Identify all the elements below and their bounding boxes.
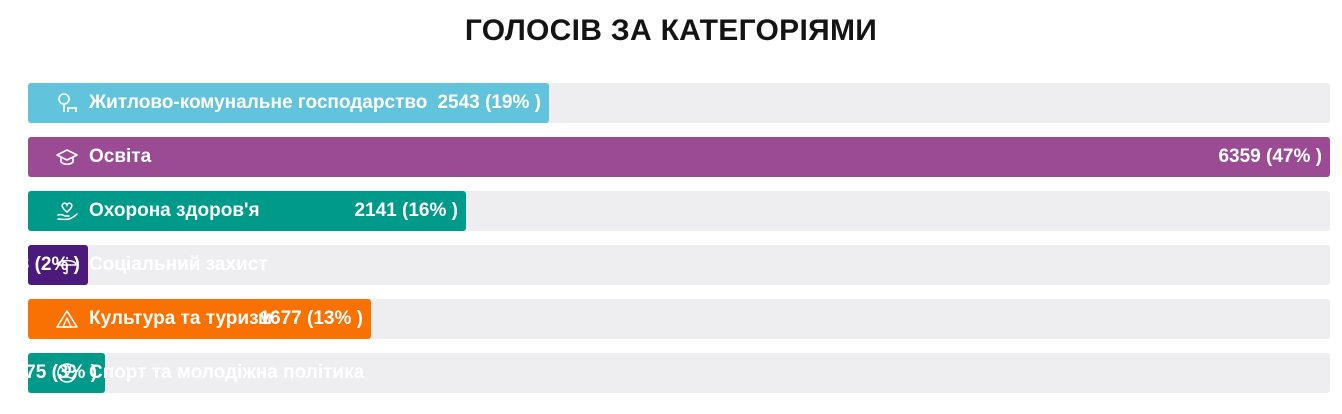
category-label: Охорона здоров'я: [89, 200, 260, 221]
value-label: 293 (2% ): [0, 254, 80, 275]
bar[interactable]: [28, 137, 1330, 177]
bar[interactable]: [28, 191, 466, 231]
value-label: 2543 (19% ): [437, 92, 541, 113]
category-label: Житлово-комунальне господарство: [89, 92, 428, 113]
chart-row: Охорона здоров'я 2141 (16% ): [28, 191, 1330, 231]
chart-row: Соціальний захист 293 (2% ): [0, 245, 1330, 285]
value-label: 1677 (13% ): [259, 308, 363, 329]
volleyball-icon: [56, 362, 78, 384]
value-label: 2141 (16% ): [354, 200, 458, 221]
bar[interactable]: [28, 353, 105, 393]
graduation-cap-icon: [56, 146, 78, 168]
bar[interactable]: [28, 299, 371, 339]
umbrella-icon: [56, 254, 78, 276]
tree-bench-icon: [56, 92, 78, 114]
value-label: 6359 (47% ): [1218, 146, 1322, 167]
value-label: 375 (3% ): [14, 362, 97, 383]
chart-row: Освіта 6359 (47% ): [28, 137, 1330, 177]
tent-icon: [56, 308, 78, 330]
bar[interactable]: [28, 83, 549, 123]
category-label: Культура та туризм: [89, 308, 273, 329]
category-label: Соціальний захист: [89, 254, 268, 275]
category-label: Освіта: [89, 146, 152, 167]
category-label: Спорт та молодіжна політика: [89, 362, 365, 383]
chart-row: Культура та туризм 1677 (13% ): [28, 299, 1330, 339]
bar-chart: Житлово-комунальне господарство 2543 (19%…: [0, 83, 1330, 407]
chart-row: Спорт та молодіжна політика 375 (3% ): [15, 353, 1330, 393]
chart-title: ГОЛОСІВ ЗА КАТЕГОРІЯМИ: [464, 14, 878, 47]
chart-row: Житлово-комунальне господарство 2543 (19%…: [28, 83, 1330, 123]
heart-hand-icon: [56, 200, 78, 222]
